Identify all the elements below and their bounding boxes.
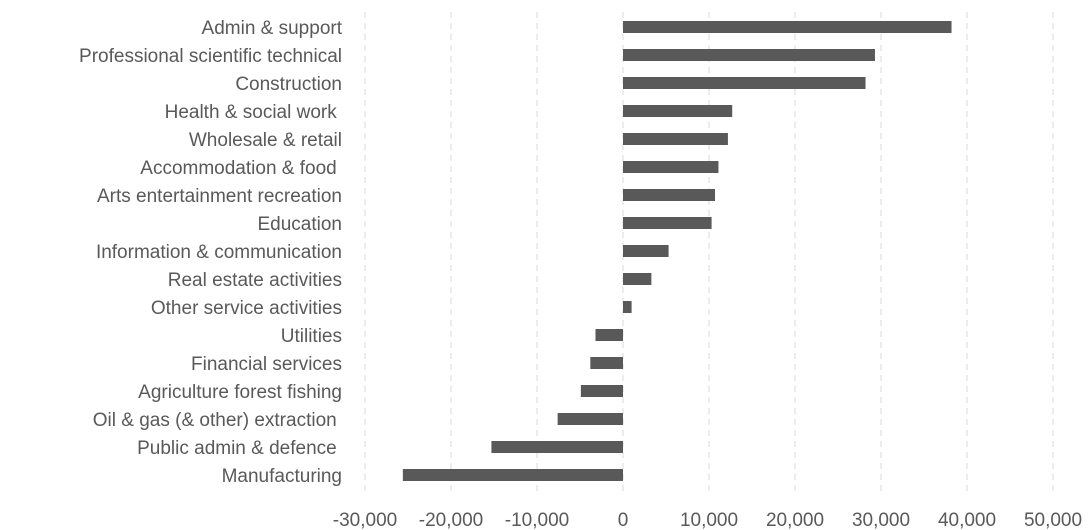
bar bbox=[623, 273, 652, 285]
bar bbox=[623, 21, 952, 33]
category-label: Wholesale & retail bbox=[189, 130, 342, 151]
bar bbox=[557, 413, 623, 425]
category-label: Education bbox=[257, 214, 342, 235]
x-tick-label: 0 bbox=[618, 510, 629, 530]
category-label: Real estate activities bbox=[168, 270, 342, 291]
bar bbox=[623, 49, 875, 61]
x-tick-label: 20,000 bbox=[766, 510, 824, 530]
x-axis-tick-labels: -30,000 -20,000 -10,000 0 10,000 20,000 30,000… bbox=[333, 510, 1082, 530]
category-label: Health & social work bbox=[165, 102, 342, 123]
bar bbox=[623, 105, 733, 117]
x-tick-label: -20,000 bbox=[419, 510, 483, 530]
category-label: Other service activities bbox=[151, 298, 342, 319]
gridlines bbox=[364, 12, 1054, 493]
bar bbox=[580, 385, 623, 397]
bar bbox=[402, 469, 623, 481]
category-label: Accommodation & food bbox=[140, 158, 342, 179]
bar bbox=[623, 189, 716, 201]
bar bbox=[623, 161, 719, 173]
x-tick-label: 40,000 bbox=[938, 510, 996, 530]
category-label: Utilities bbox=[281, 326, 342, 347]
bar bbox=[623, 245, 669, 257]
category-labels: Admin & support Professional scientific t… bbox=[79, 18, 343, 487]
bar bbox=[623, 217, 712, 229]
x-tick-label: -30,000 bbox=[333, 510, 397, 530]
bar bbox=[623, 133, 728, 145]
x-tick-label: 50,000 bbox=[1024, 510, 1082, 530]
bar bbox=[595, 329, 623, 341]
category-label: Oil & gas (& other) extraction bbox=[93, 410, 342, 431]
bars bbox=[402, 21, 952, 481]
category-label: Agriculture forest fishing bbox=[138, 382, 342, 403]
category-label: Admin & support bbox=[202, 18, 343, 39]
category-label: Construction bbox=[235, 74, 342, 95]
category-label: Information & communication bbox=[96, 242, 342, 263]
category-label: Manufacturing bbox=[222, 466, 342, 487]
bar bbox=[491, 441, 623, 453]
bar bbox=[590, 357, 623, 369]
bar bbox=[623, 77, 866, 89]
x-tick-label: 30,000 bbox=[852, 510, 910, 530]
bar bbox=[623, 301, 632, 313]
category-label: Arts entertainment recreation bbox=[97, 186, 342, 207]
category-label: Professional scientific technical bbox=[79, 46, 342, 67]
category-label: Public admin & defence bbox=[137, 438, 342, 459]
x-tick-label: -10,000 bbox=[505, 510, 569, 530]
category-label: Financial services bbox=[191, 354, 342, 375]
x-tick-label: 10,000 bbox=[680, 510, 738, 530]
